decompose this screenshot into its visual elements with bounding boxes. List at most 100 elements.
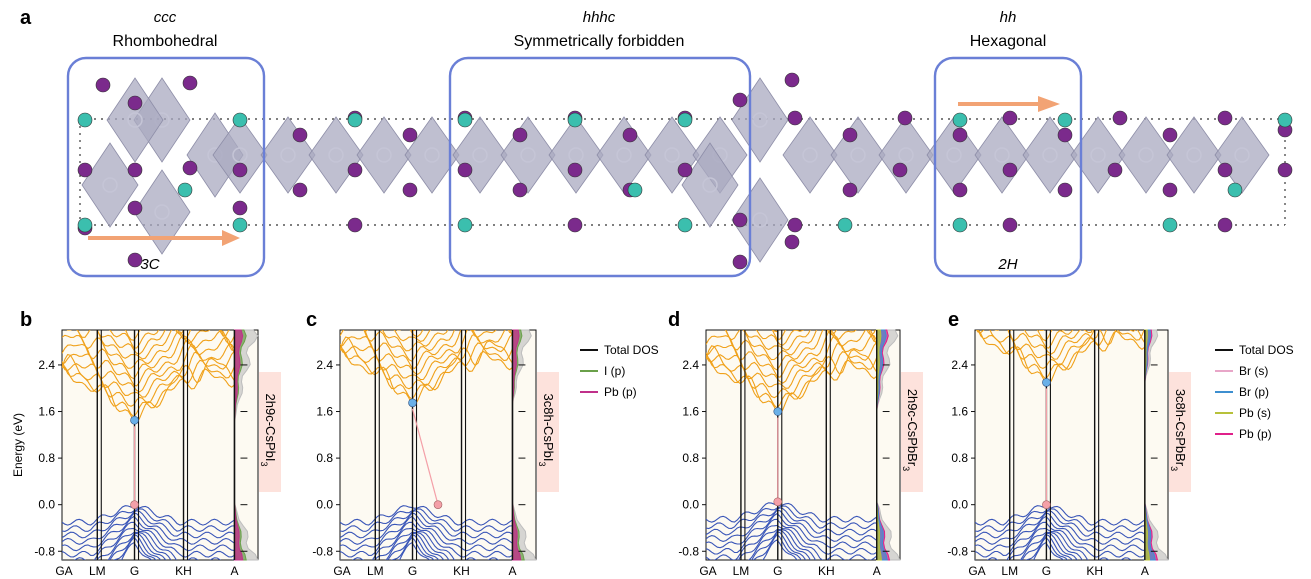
bands xyxy=(340,330,513,560)
cs-atom xyxy=(1227,182,1243,198)
panel-letter-b: b xyxy=(20,309,32,331)
cs-atom xyxy=(627,182,643,198)
cs-atom xyxy=(1277,112,1293,128)
k-tick-label: KH xyxy=(818,564,835,578)
halide-atom xyxy=(842,182,858,198)
cs-atom xyxy=(1162,217,1178,233)
valence-band xyxy=(340,515,513,552)
cs-atom xyxy=(952,217,968,233)
halide-atom xyxy=(952,182,968,198)
valence-band xyxy=(373,531,450,560)
pb-center xyxy=(472,147,488,163)
pb-center xyxy=(1186,147,1202,163)
dos-plot xyxy=(233,329,259,561)
band-panel-e: e 3c8h-CsPbBr3 2.4 1.6 0.8 0.0 -0.8GA LM G KH A Tot… xyxy=(947,309,1293,578)
cbm-marker xyxy=(130,415,139,425)
cs-atom xyxy=(1057,112,1073,128)
halide-atom xyxy=(1217,217,1233,233)
cs-atom xyxy=(677,112,693,128)
valence-band xyxy=(62,521,235,558)
region-box-hexagonal xyxy=(933,56,1083,278)
region-box-forbidden xyxy=(448,56,752,278)
panel-letter-d: d xyxy=(668,309,680,331)
halide-atom xyxy=(127,95,143,111)
valence-band xyxy=(62,508,235,532)
valence-band xyxy=(385,532,445,560)
conduction-band xyxy=(340,333,513,381)
k-tick-label: KH xyxy=(1086,564,1103,578)
material-label: 3c8h-CsPbBr3 xyxy=(1169,389,1188,471)
halide-atom xyxy=(127,252,143,268)
valence-band xyxy=(751,531,807,560)
y-tick-label: 2.4 xyxy=(951,358,968,372)
face-sharing-octahedron xyxy=(1070,116,1126,194)
y-tick-label: 0.8 xyxy=(316,451,333,465)
face-sharing-octahedron xyxy=(356,116,412,194)
k-tick-label: GA xyxy=(55,564,72,578)
y-tick-label: 0.8 xyxy=(951,451,968,465)
legend-entry: Pb (p) xyxy=(1239,427,1272,441)
legend-entry: Total DOS xyxy=(604,343,659,357)
cs-atom xyxy=(77,217,93,233)
legend-entry: Br (s) xyxy=(1239,364,1268,378)
band-panel-b: b 2h9c-CsPbI3 2.4 1.6 0.8 0.0 -0.8GA LM G KH A Ener… xyxy=(11,309,281,578)
conduction-band xyxy=(975,330,1145,386)
valence-band xyxy=(753,533,802,560)
cs-atom xyxy=(77,112,93,128)
dos-plot xyxy=(1144,329,1169,561)
pb-center xyxy=(752,212,768,228)
material-label: 2h9c-CsPbBr3 xyxy=(901,389,920,471)
conduction-band xyxy=(62,350,235,398)
region-boxes xyxy=(66,56,1083,278)
pb-center xyxy=(946,147,962,163)
valence-band xyxy=(95,531,172,560)
halide-atom xyxy=(787,217,803,233)
dos-plot xyxy=(876,329,901,561)
k-tick-label: A xyxy=(230,564,238,578)
conduction-band xyxy=(340,348,513,401)
corner-sharing-octahedron xyxy=(106,77,164,163)
material-label-bg xyxy=(901,372,923,492)
region-labels: ccc Rhombohedral hhhc Symmetrically forb… xyxy=(113,9,1047,273)
vbm-marker xyxy=(130,500,139,509)
legend-entry: I (p) xyxy=(604,364,625,378)
halide-atom xyxy=(732,254,748,270)
halide-atom xyxy=(512,182,528,198)
material-label: 2h9c-CsPbI3 xyxy=(259,394,278,467)
halide-atom xyxy=(1217,110,1233,126)
conduction-band xyxy=(66,330,235,369)
band-gap-arrow xyxy=(411,408,439,505)
cs-atom xyxy=(232,112,248,128)
y-tick-label: 1.6 xyxy=(951,405,968,419)
corner-sharing-octahedron xyxy=(81,142,139,228)
valence-band xyxy=(340,521,513,558)
material-label: 3c8h-CsPbI3 xyxy=(537,394,556,467)
cbm-marker xyxy=(1042,378,1051,387)
region-name-hexagonal: Hexagonal xyxy=(970,33,1047,50)
conduction-band xyxy=(393,330,432,342)
valence-band xyxy=(747,529,812,560)
y-tick-label: 2.4 xyxy=(682,358,699,372)
face-sharing-octahedron xyxy=(974,116,1030,194)
halide-atom xyxy=(1162,127,1178,143)
face-sharing-octahedron xyxy=(260,116,316,194)
crystal-structure xyxy=(77,72,1293,270)
halide-atom xyxy=(292,182,308,198)
halide-atom xyxy=(892,162,908,178)
corner-sharing-octahedron xyxy=(133,169,191,255)
conduction-band xyxy=(109,330,160,349)
corner-sharing-octahedron xyxy=(681,142,739,228)
valence-band xyxy=(975,508,1145,532)
pb-center xyxy=(994,147,1010,163)
valence-band xyxy=(706,518,877,555)
conduction-band xyxy=(744,330,829,351)
halide-atom xyxy=(567,162,583,178)
y-tick-label: 1.6 xyxy=(38,405,55,419)
valence-band xyxy=(706,505,877,530)
conduction-band xyxy=(1038,330,1045,331)
bands xyxy=(62,330,235,560)
cs-atom xyxy=(567,112,583,128)
k-tick-label: GA xyxy=(333,564,350,578)
valence-band xyxy=(706,507,877,536)
conduction-band xyxy=(977,330,1145,370)
